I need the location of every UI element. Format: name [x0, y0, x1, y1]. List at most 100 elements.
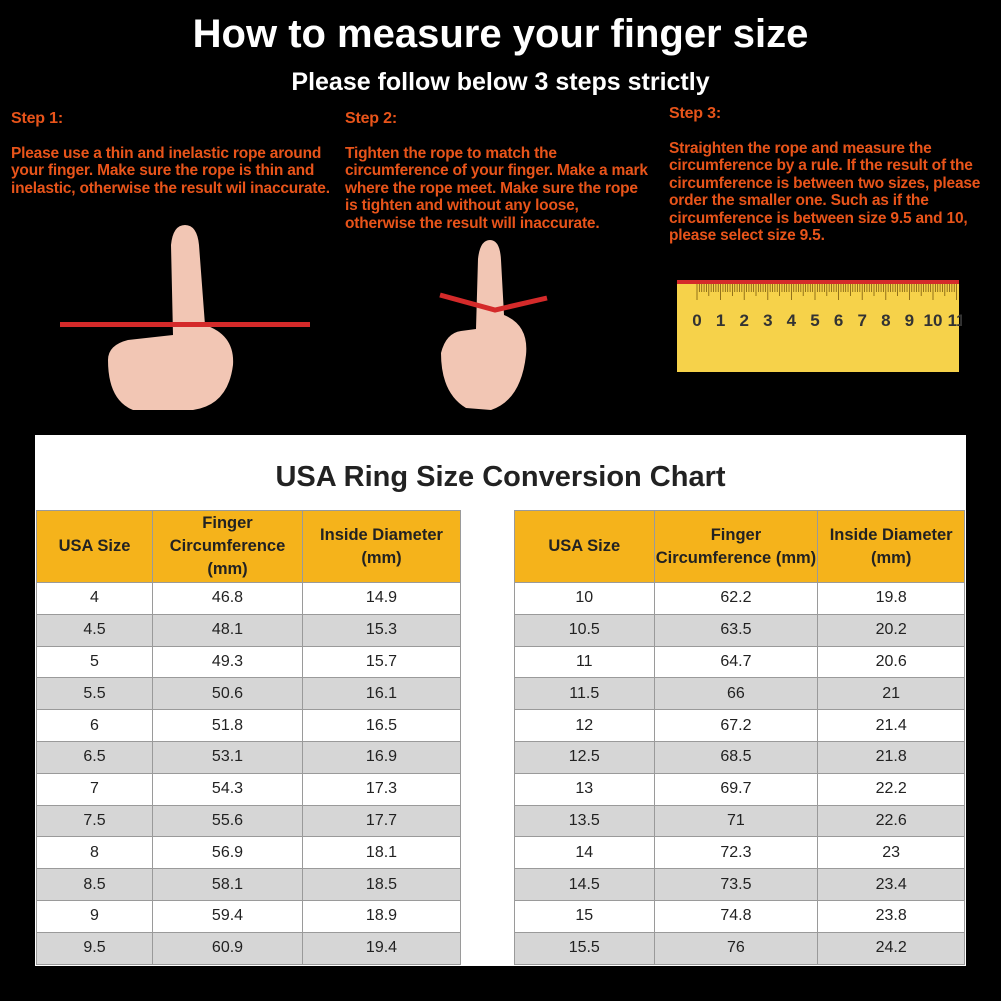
diameter-cell: 20.2	[817, 613, 965, 647]
circumference-cell: 72.3	[653, 836, 819, 870]
col-inside-diameter: Inside Diameter (mm)	[302, 510, 461, 583]
table-row: 12 67.2 21.4	[514, 709, 965, 742]
circumference-cell: 73.5	[653, 868, 819, 901]
usa-size-cell: 10	[514, 582, 655, 615]
usa-size-cell: 5	[36, 645, 153, 679]
usa-size-cell: 14	[514, 836, 655, 870]
circumference-cell: 69.7	[653, 772, 819, 806]
step-1-heading: Step 1:	[11, 110, 63, 127]
usa-size-cell: 14.5	[514, 868, 655, 901]
hand-with-tight-rope-image	[439, 240, 548, 410]
circumference-cell: 74.8	[653, 899, 819, 933]
table-row: 11.5 66 21	[514, 677, 965, 711]
diameter-cell: 23.8	[817, 899, 965, 933]
usa-size-cell: 4	[36, 582, 153, 615]
usa-size-cell: 15.5	[514, 931, 655, 965]
table-row: 10 62.2 19.8	[514, 582, 965, 615]
ruler-label: 9	[905, 311, 914, 330]
ruler-label: 6	[834, 311, 843, 330]
ruler-label: 11	[948, 311, 962, 330]
size-table-right: USA Size Finger Circumference (mm) Insid…	[514, 510, 965, 965]
size-table-left: USA Size Finger Circumference (mm) Insid…	[36, 510, 461, 965]
ruler-label: 0	[692, 311, 701, 330]
diameter-cell: 20.6	[817, 645, 965, 679]
circumference-cell: 68.5	[653, 740, 819, 774]
page-subtitle: Please follow below 3 steps strictly	[291, 68, 710, 96]
usa-size-cell: 11	[514, 645, 655, 679]
diameter-cell: 23.4	[817, 868, 965, 901]
circumference-cell: 60.9	[152, 931, 303, 965]
usa-size-cell: 9.5	[36, 931, 153, 965]
step-3-heading: Step 3:	[669, 105, 721, 122]
step-2: Step 2: Tighten the rope to match the ci…	[345, 110, 650, 232]
ruler-label: 10	[924, 311, 943, 330]
usa-size-cell: 15	[514, 899, 655, 933]
chart-title: USA Ring Size Conversion Chart	[275, 461, 726, 493]
ring-size-chart: USA Ring Size Conversion Chart USA Size …	[35, 435, 966, 966]
circumference-cell: 51.8	[152, 709, 303, 742]
diameter-cell: 18.5	[302, 868, 461, 901]
usa-size-cell: 7	[36, 772, 153, 806]
diameter-cell: 19.8	[817, 582, 965, 615]
table-row: 8 56.9 18.1	[36, 836, 461, 870]
circumference-cell: 54.3	[152, 772, 303, 806]
usa-size-cell: 12.5	[514, 740, 655, 774]
circumference-cell: 64.7	[653, 645, 819, 679]
circumference-cell: 63.5	[653, 613, 819, 647]
usa-size-cell: 13.5	[514, 804, 655, 838]
table-row: 15.5 76 24.2	[514, 931, 965, 965]
table-row: 14 72.3 23	[514, 836, 965, 870]
table-row: 9 59.4 18.9	[36, 899, 461, 933]
table-row: 7 54.3 17.3	[36, 772, 461, 806]
circumference-cell: 59.4	[152, 899, 303, 933]
usa-size-cell: 6.5	[36, 740, 153, 774]
diameter-cell: 16.9	[302, 740, 461, 774]
table-row: 10.5 63.5 20.2	[514, 613, 965, 647]
diameter-cell: 16.1	[302, 677, 461, 711]
ruler-label: 1	[716, 311, 725, 330]
diameter-cell: 17.7	[302, 804, 461, 838]
table-row: 4.5 48.1 15.3	[36, 613, 461, 647]
ruler-label: 7	[857, 311, 866, 330]
usa-size-cell: 7.5	[36, 804, 153, 838]
table-row: 7.5 55.6 17.7	[36, 804, 461, 838]
table-row: 14.5 73.5 23.4	[514, 868, 965, 901]
ruler-label: 4	[787, 311, 797, 330]
step-1: Step 1: Please use a thin and inelastic …	[11, 110, 331, 197]
hand-with-rope-image	[60, 225, 310, 410]
table-row: 5 49.3 15.7	[36, 645, 461, 679]
circumference-cell: 48.1	[152, 613, 303, 647]
table-row: 5.5 50.6 16.1	[36, 677, 461, 711]
usa-size-cell: 6	[36, 709, 153, 742]
step-1-text: Please use a thin and inelastic rope aro…	[11, 144, 330, 197]
col-usa-size: USA Size	[514, 510, 655, 583]
diameter-cell: 15.7	[302, 645, 461, 679]
circumference-cell: 62.2	[653, 582, 819, 615]
table-row: 13.5 71 22.6	[514, 804, 965, 838]
step-2-heading: Step 2:	[345, 110, 397, 127]
usa-size-cell: 11.5	[514, 677, 655, 711]
ruler-label: 8	[881, 311, 890, 330]
table-row: 9.5 60.9 19.4	[36, 931, 461, 965]
circumference-cell: 55.6	[152, 804, 303, 838]
usa-size-cell: 13	[514, 772, 655, 806]
col-inside-diameter: Inside Diameter (mm)	[817, 510, 965, 583]
circumference-cell: 46.8	[152, 582, 303, 615]
circumference-cell: 58.1	[152, 868, 303, 901]
table-row: 12.5 68.5 21.8	[514, 740, 965, 774]
table-row: 11 64.7 20.6	[514, 645, 965, 679]
circumference-cell: 53.1	[152, 740, 303, 774]
table-row: 15 74.8 23.8	[514, 899, 965, 933]
diameter-cell: 15.3	[302, 613, 461, 647]
col-finger-circumference: Finger Circumference (mm)	[152, 510, 303, 583]
diameter-cell: 24.2	[817, 931, 965, 965]
table-row: 8.5 58.1 18.5	[36, 868, 461, 901]
circumference-cell: 66	[653, 677, 819, 711]
usa-size-cell: 4.5	[36, 613, 153, 647]
usa-size-cell: 9	[36, 899, 153, 933]
page-title: How to measure your finger size	[192, 12, 809, 56]
diameter-cell: 16.5	[302, 709, 461, 742]
ruler-label: 5	[810, 311, 819, 330]
circumference-cell: 50.6	[152, 677, 303, 711]
diameter-cell: 21.8	[817, 740, 965, 774]
